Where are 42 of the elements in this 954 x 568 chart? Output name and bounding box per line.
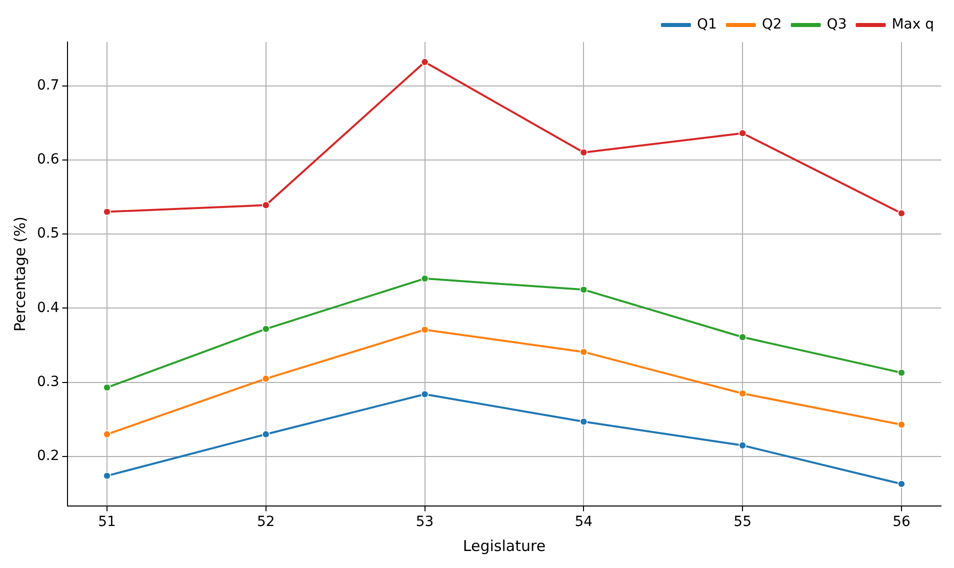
y-tick-label: 0.4: [37, 300, 60, 316]
x-tick-label: 52: [256, 514, 275, 530]
point: [738, 333, 746, 342]
legend-label: Q1: [696, 16, 717, 33]
point: [262, 374, 270, 383]
legend-label: Q2: [762, 16, 782, 33]
point: [898, 209, 906, 218]
x-tick-label: 53: [416, 514, 434, 530]
point: [420, 326, 429, 334]
legend-label: Max q: [892, 16, 934, 33]
point: [262, 201, 270, 210]
point: [103, 208, 111, 216]
point: [420, 390, 429, 398]
point: [420, 274, 429, 282]
x-tick-label: 55: [734, 514, 752, 530]
point: [580, 418, 588, 426]
point: [738, 390, 746, 398]
x-tick-label: 51: [98, 514, 116, 530]
y-axis-title: Percentage (%): [10, 216, 29, 332]
point: [738, 129, 746, 138]
point: [420, 58, 429, 66]
y-tick-label: 0.6: [37, 152, 60, 168]
point: [103, 384, 111, 392]
x-tick-label: 56: [892, 514, 910, 530]
x-tick-label: 54: [574, 514, 593, 530]
point: [103, 430, 111, 438]
y-tick-label: 0.3: [37, 374, 60, 390]
point: [898, 480, 906, 488]
point: [898, 368, 906, 377]
y-tick-label: 0.7: [37, 77, 60, 94]
point: [580, 286, 588, 294]
point: [262, 430, 270, 438]
point: [580, 148, 588, 156]
point: [898, 420, 906, 429]
point: [262, 325, 270, 333]
legend-label: Q3: [826, 16, 847, 33]
point: [580, 348, 588, 356]
point: [738, 441, 746, 450]
y-tick-label: 0.2: [37, 448, 60, 464]
x-axis-title: Legislature: [462, 536, 546, 555]
y-tick-label: 0.5: [37, 226, 60, 242]
point: [103, 472, 111, 480]
